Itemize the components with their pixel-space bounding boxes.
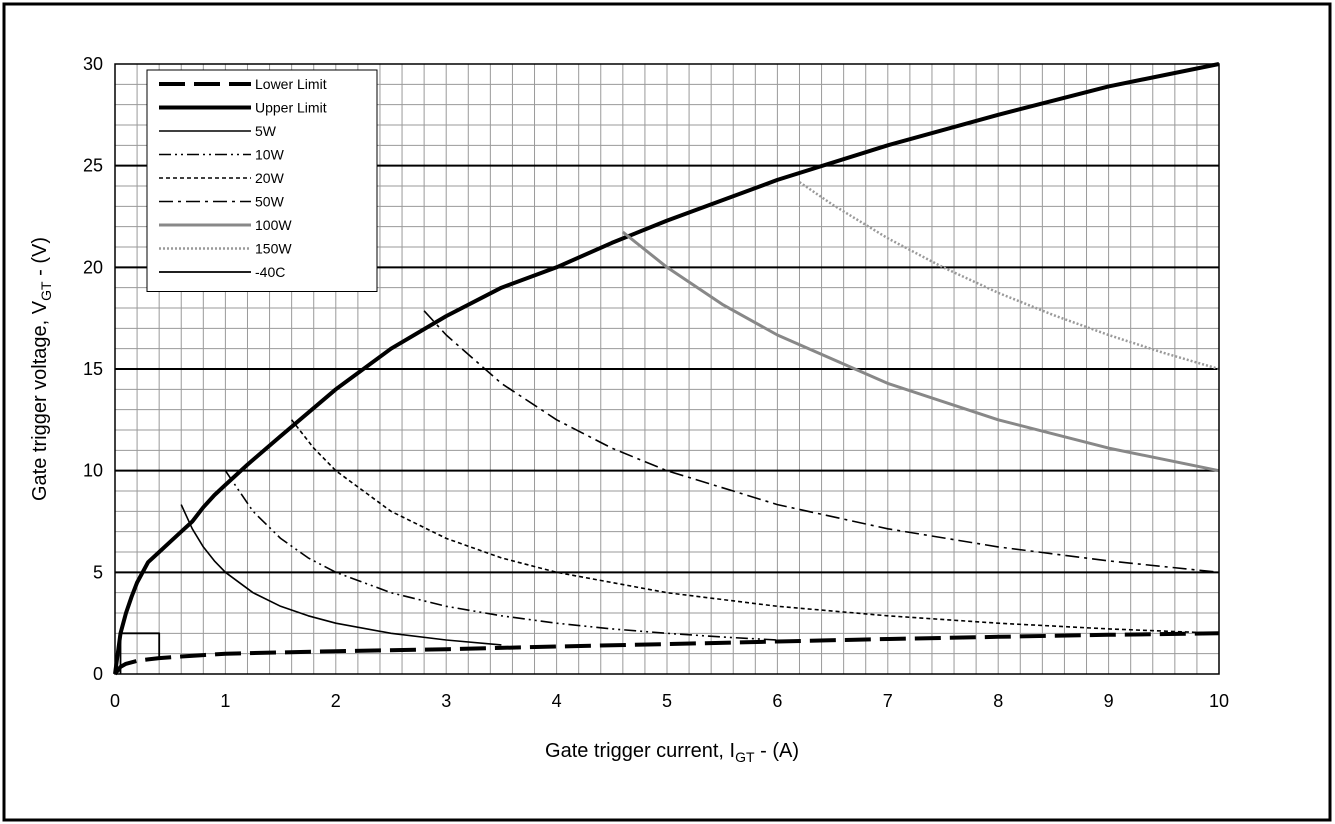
legend-label: Lower Limit xyxy=(255,76,327,92)
x-tick-label: 3 xyxy=(441,691,451,711)
x-tick-label: 6 xyxy=(772,691,782,711)
x-tick-label: 5 xyxy=(662,691,672,711)
legend-label: 20W xyxy=(255,170,285,186)
legend-label: Upper Limit xyxy=(255,100,327,116)
series-line-1 xyxy=(113,62,1220,675)
x-axis-title-tail: - (A) xyxy=(755,740,799,762)
y-tick-label: 10 xyxy=(83,461,103,481)
y-tick-label: 25 xyxy=(83,156,103,176)
series-line-3 xyxy=(224,470,778,641)
legend-label: -40C xyxy=(255,264,285,280)
legend-label: 50W xyxy=(255,194,285,210)
legend: Lower Limit Upper Limit 5W 10W 20W 50W 100W 150… xyxy=(146,69,378,292)
legend-label: 100W xyxy=(255,217,292,233)
series-line-6 xyxy=(621,230,1220,473)
y-axis-title-main: Gate trigger voltage, V xyxy=(29,300,51,501)
y-tick-label: 5 xyxy=(93,562,103,582)
series-layer xyxy=(113,62,1220,676)
series-line-8 xyxy=(119,632,161,674)
x-axis-title-main: Gate trigger current, I xyxy=(545,740,735,762)
plot-border xyxy=(114,63,1220,675)
y-axis-title-tail: - (V) xyxy=(29,237,51,281)
legend-label: 150W xyxy=(255,241,292,257)
y-tick-label: 20 xyxy=(83,257,103,277)
y-axis-title-sub: GT xyxy=(38,281,54,301)
x-tick-label: 8 xyxy=(993,691,1003,711)
y-tick-labels: 0 5 10 15 20 25 30 xyxy=(83,54,103,684)
x-tick-label: 10 xyxy=(1209,691,1229,711)
series-line-4 xyxy=(290,419,1220,635)
x-axis-title-sub: GT xyxy=(735,749,755,765)
y-tick-label: 15 xyxy=(83,359,103,379)
series-line-0 xyxy=(113,631,1220,676)
series-line-7 xyxy=(798,181,1220,371)
x-tick-labels: 0 1 2 3 4 5 6 7 8 9 10 xyxy=(110,691,1229,711)
y-tick-label: 0 xyxy=(93,664,103,684)
series-line-2 xyxy=(180,504,502,646)
y-axis-title: Gate trigger voltage, VGT - (V) xyxy=(29,237,54,501)
x-tick-label: 7 xyxy=(883,691,893,711)
x-tick-label: 2 xyxy=(331,691,341,711)
x-axis-title: Gate trigger current, IGT - (A) xyxy=(545,740,799,765)
legend-label: 10W xyxy=(255,147,285,163)
x-tick-label: 1 xyxy=(220,691,230,711)
x-tick-label: 0 xyxy=(110,691,120,711)
legend-label: 5W xyxy=(255,123,277,139)
y-tick-label: 30 xyxy=(83,54,103,74)
x-tick-label: 4 xyxy=(552,691,562,711)
x-tick-label: 9 xyxy=(1104,691,1114,711)
series-line-5 xyxy=(423,310,1220,574)
